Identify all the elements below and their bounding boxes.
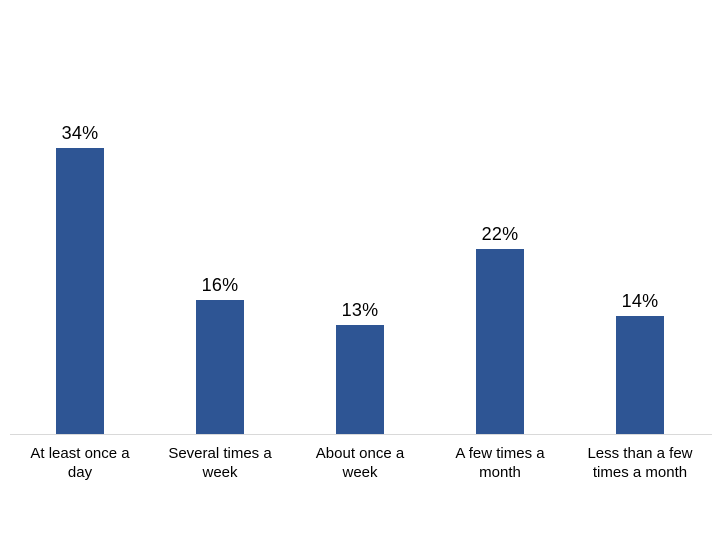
bar-value-label: 34%: [61, 123, 99, 143]
category-label-line: A few times a: [455, 445, 545, 462]
category-label-line: day: [67, 464, 93, 481]
category-label-line: About once a: [315, 445, 405, 462]
category-label: Less than a few times a month: [570, 444, 710, 482]
bar-value-label: 13%: [341, 300, 379, 320]
bar-group: 13% About once a week: [290, 0, 430, 540]
bar-group: 22% A few times a month: [430, 0, 570, 540]
category-label-line: week: [342, 464, 378, 481]
bar: [616, 316, 664, 434]
category-label-line: month: [479, 464, 521, 481]
category-label: About once a week: [290, 444, 430, 482]
category-label: A few times a month: [430, 444, 570, 482]
bar-value-label: 16%: [201, 275, 239, 295]
bar-group: 34% At least once a day: [10, 0, 150, 540]
bar: [56, 148, 104, 434]
category-label: At least once a day: [10, 444, 150, 482]
x-axis-line: [10, 434, 712, 435]
bar: [476, 249, 524, 434]
bar-group: 14% Less than a few times a month: [570, 0, 710, 540]
category-label-line: times a month: [592, 464, 688, 481]
category-label: Several times a week: [150, 444, 290, 482]
bar: [196, 300, 244, 434]
category-label-line: Several times a: [168, 445, 272, 462]
category-label-line: At least once a: [30, 445, 130, 462]
bar: [336, 325, 384, 434]
bar-value-label: 14%: [621, 291, 659, 311]
bar-group: 16% Several times a week: [150, 0, 290, 540]
category-label-line: week: [202, 464, 238, 481]
bar-value-label: 22%: [481, 224, 519, 244]
category-label-line: Less than a few: [587, 445, 693, 462]
